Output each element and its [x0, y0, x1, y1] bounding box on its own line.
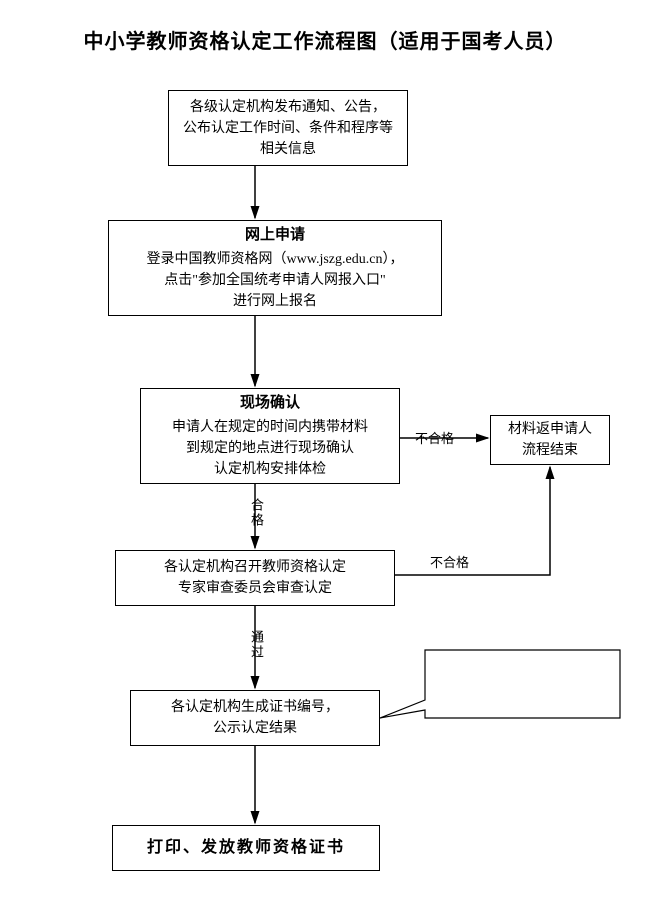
node-line: 到规定的地点进行现场确认 — [186, 438, 354, 459]
edge-label-pass1: 合格 — [247, 498, 266, 528]
page-title: 中小学教师资格认定工作流程图（适用于国考人员） — [0, 0, 650, 54]
node-line: 相关信息 — [260, 139, 316, 160]
node-return-materials: 材料返申请人 流程结束 — [490, 415, 610, 465]
node-line: 材料返申请人 — [508, 419, 592, 440]
node-heading: 现场确认 — [240, 392, 300, 415]
node-line: 各级认定机构发布通知、公告， — [190, 97, 386, 118]
node-line: 申请人在规定的时间内携带材料 — [172, 417, 368, 438]
node-online-apply: 网上申请 登录中国教师资格网（www.jszg.edu.cn）， 点击"参加全国… — [108, 220, 442, 316]
node-line: 各认定机构召开教师资格认定 — [164, 557, 346, 578]
edge-label-fail2: 不合格 — [430, 552, 469, 571]
node-publish-notice: 各级认定机构发布通知、公告， 公布认定工作时间、条件和程序等 相关信息 — [168, 90, 408, 166]
callout-line: 公示有异议，核查属实的， — [435, 658, 615, 678]
node-line: 公布认定工作时间、条件和程序等 — [183, 118, 393, 139]
node-line: 专家审查委员会审查认定 — [178, 578, 332, 599]
node-line: 登录中国教师资格网（www.jszg.edu.cn）， — [147, 249, 404, 270]
node-line: 公示认定结果 — [213, 718, 297, 739]
callout-objection: 公示有异议，核查属实的， 不合格，并按照相应情况 予以处理。 — [425, 650, 625, 720]
node-line: 点击"参加全国统考申请人网报入口" — [164, 270, 385, 291]
node-line: 流程结束 — [522, 440, 578, 461]
node-line: 认定机构安排体检 — [214, 459, 326, 480]
node-print-issue: 打印、发放教师资格证书 — [112, 825, 380, 871]
node-text: 打印、发放教师资格证书 — [147, 836, 345, 860]
edge-label-fail1: 不合格 — [415, 428, 454, 447]
node-expert-review: 各认定机构召开教师资格认定 专家审查委员会审查认定 — [115, 550, 395, 606]
callout-line: 不合格，并按照相应情况 — [435, 678, 615, 698]
node-line: 进行网上报名 — [233, 291, 317, 312]
node-generate-cert: 各认定机构生成证书编号， 公示认定结果 — [130, 690, 380, 746]
node-onsite-confirm: 现场确认 申请人在规定的时间内携带材料 到规定的地点进行现场确认 认定机构安排体… — [140, 388, 400, 484]
edge-label-pass2: 通过 — [247, 630, 266, 660]
node-heading: 网上申请 — [245, 224, 305, 247]
node-line: 各认定机构生成证书编号， — [171, 697, 339, 718]
callout-line: 予以处理。 — [435, 697, 615, 717]
